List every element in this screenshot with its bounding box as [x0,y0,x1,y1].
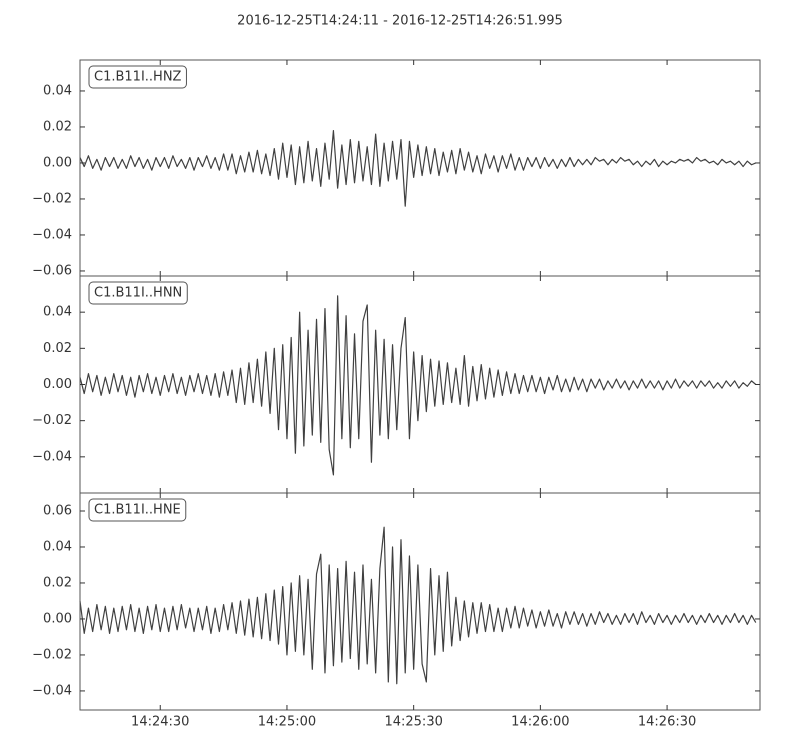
y-tick-label: 0.06 [43,503,72,518]
x-tick-label: 14:26:30 [638,715,696,730]
y-tick-label: −0.02 [32,647,72,662]
y-tick-label: −0.02 [32,191,72,206]
trace-label: C1.B11I..HNE [94,503,181,518]
waveform [79,295,757,476]
trace-label-box [88,65,187,89]
y-tick-label: −0.06 [32,263,72,278]
y-tick-label: 0.02 [43,341,72,356]
y-tick-label: −0.04 [32,227,72,242]
axes-frame [79,59,761,277]
y-tick-label: 0.00 [43,611,72,626]
y-tick-label: −0.04 [32,449,72,464]
chart-title: 2016-12-25T14:24:11 - 2016-12-25T14:26:5… [237,14,563,29]
y-tick-label: −0.02 [32,413,72,428]
x-tick-label: 14:25:00 [258,715,316,730]
y-tick-label: 0.04 [43,83,72,98]
waveform [79,526,757,685]
y-tick-label: 0.04 [43,305,72,320]
y-tick-label: 0.04 [43,539,72,554]
y-tick-label: −0.04 [32,683,72,698]
x-tick-label: 14:26:00 [511,715,569,730]
trace-label: C1.B11I..HNN [94,286,182,301]
y-tick-label: 0.02 [43,119,72,134]
x-tick-label: 14:25:30 [384,715,442,730]
x-tick-label: 14:24:30 [131,715,189,730]
y-tick-label: 0.02 [43,575,72,590]
y-tick-label: 0.00 [43,155,72,170]
y-tick-label: 0.00 [43,377,72,392]
trace-label: C1.B11I..HNZ [94,70,182,85]
trace-label-box [88,281,188,305]
axes-frame [79,492,761,711]
waveform [79,129,757,207]
trace-label-box [88,498,187,522]
